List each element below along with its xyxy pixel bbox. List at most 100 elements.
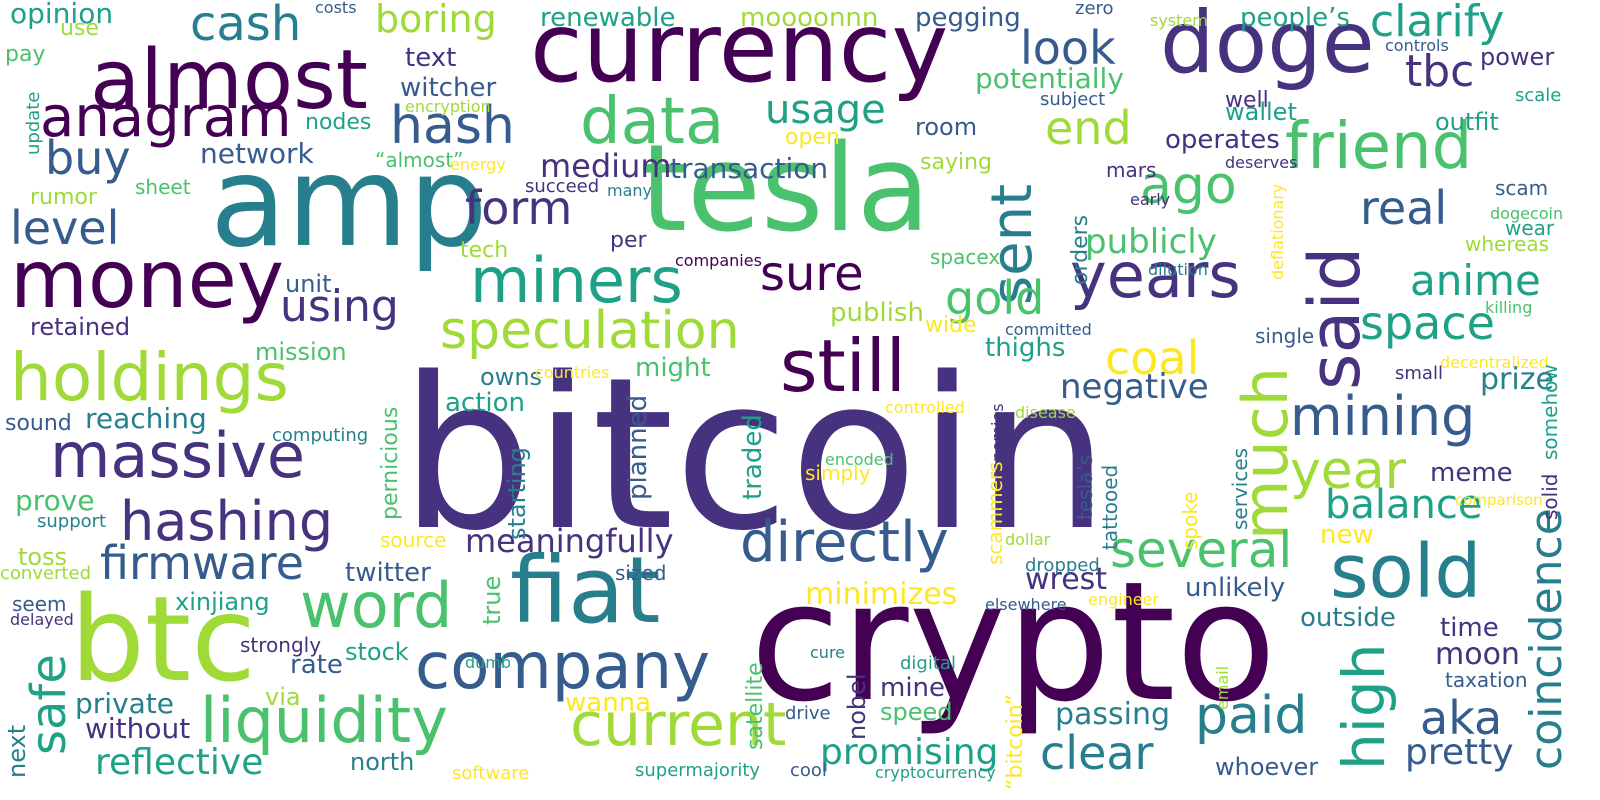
- word-room: room: [915, 113, 978, 141]
- word-wanna: wanna: [565, 688, 652, 718]
- word-speculation: speculation: [440, 301, 740, 361]
- word-ago: ago: [1140, 156, 1237, 216]
- word-next: next: [3, 724, 31, 778]
- word-system: system: [1150, 11, 1208, 30]
- word-form: form: [465, 181, 573, 235]
- word-passing: passing: [1055, 697, 1171, 732]
- word-dumb: dumb: [465, 653, 512, 672]
- word-scale: scale: [1515, 85, 1562, 106]
- word-clarify: clarify: [1370, 0, 1505, 47]
- word-unit: unit: [285, 270, 332, 298]
- word-dollar: dollar: [1005, 530, 1051, 549]
- word-prove: prove: [15, 484, 95, 517]
- word-medium: medium: [540, 147, 672, 185]
- word-doge: doge: [1160, 0, 1375, 93]
- word-encryption: encryption: [405, 97, 491, 116]
- word-countries: countries: [535, 363, 610, 382]
- word-space: space: [1360, 296, 1495, 350]
- word-outfit: outfit: [1435, 108, 1499, 136]
- word-computing: computing: [272, 425, 369, 446]
- word-action: action: [445, 388, 526, 418]
- word-wrest: wrest: [1025, 562, 1108, 597]
- word-high: high: [1330, 643, 1398, 770]
- word-power: power: [1480, 43, 1555, 71]
- word-sold: sold: [1330, 529, 1482, 615]
- word-toss: toss: [18, 543, 68, 571]
- word-scam: scam: [1495, 176, 1549, 200]
- word-energy: energy: [450, 155, 506, 174]
- word-somehow: somehow: [1538, 364, 1562, 460]
- word-peoples: people’s: [1240, 3, 1350, 33]
- word-liquidity: liquidity: [200, 684, 448, 757]
- word-moon: moon: [1435, 637, 1520, 672]
- word-prize: prize: [1480, 362, 1554, 397]
- word-strongly: strongly: [240, 633, 322, 657]
- word-tech: tech: [460, 238, 509, 263]
- word-might: might: [635, 353, 711, 383]
- word-subject: subject: [1040, 89, 1106, 110]
- word-wallet: wallet: [1225, 98, 1297, 126]
- word-tattooed: tattooed: [1098, 464, 1122, 550]
- word-money: money: [10, 233, 285, 326]
- word-boring: boring: [375, 0, 497, 41]
- word-orders: orders: [1068, 214, 1093, 285]
- word-planned: planned: [623, 394, 653, 500]
- word-deserves: deserves: [1225, 153, 1298, 172]
- word-open: open: [785, 125, 840, 150]
- word-potentially: potentially: [975, 62, 1124, 95]
- word-traded: traded: [738, 414, 768, 500]
- word-publish: publish: [830, 298, 924, 328]
- word-tesla: tesla: [640, 120, 931, 259]
- word-teslas: tesla’s: [1073, 454, 1097, 520]
- word-bitcoin: “bitcoin”: [1003, 694, 1028, 790]
- word-software: software: [452, 763, 530, 784]
- word-mining: mining: [1290, 385, 1476, 448]
- word-balance: balance: [1325, 482, 1483, 528]
- word-gold: gold: [945, 271, 1045, 325]
- word-reflective: reflective: [95, 742, 264, 783]
- word-negative: negative: [1060, 367, 1209, 407]
- word-dogecoin: dogecoin: [1490, 204, 1564, 223]
- word-nobel: nobel: [843, 673, 871, 740]
- word-dropped: dropped: [1025, 555, 1100, 576]
- word-comparison: comparison: [1455, 491, 1543, 509]
- word-saying: saying: [920, 150, 992, 175]
- word-safe: safe: [21, 654, 77, 755]
- word-crypto: crypto: [750, 546, 1277, 738]
- word-whereas: whereas: [1465, 232, 1550, 256]
- word-clear: clear: [1040, 726, 1154, 780]
- word-solid: solid: [1538, 473, 1562, 520]
- word-services: services: [1228, 447, 1252, 530]
- word-minimizes: minimizes: [805, 577, 958, 612]
- word-paid: paid: [1195, 686, 1308, 746]
- word-meaningfully: meaningfully: [465, 522, 674, 560]
- word-friend: friend: [1285, 110, 1473, 184]
- word-spoke: spoke: [1178, 491, 1202, 550]
- word-email: email: [1213, 665, 1232, 710]
- word-renewable: renewable: [540, 3, 676, 33]
- word-operates: operates: [1165, 125, 1280, 155]
- word-coal: coal: [1105, 331, 1200, 385]
- word-seem: seem: [12, 592, 67, 616]
- word-opinion: opinion: [10, 0, 114, 30]
- word-new: new: [1320, 520, 1374, 550]
- word-rumor: rumor: [30, 185, 97, 210]
- word-per: per: [610, 228, 647, 253]
- word-several: several: [1110, 521, 1293, 579]
- word-converted: converted: [0, 563, 92, 584]
- word-pernicious: pernicious: [378, 406, 403, 520]
- word-usage: usage: [765, 87, 886, 133]
- word-sound: sound: [5, 411, 72, 436]
- word-starting: starting: [503, 446, 531, 540]
- word-digital: digital: [900, 653, 956, 674]
- word-fiat: fiat: [510, 537, 661, 644]
- word-twitter: twitter: [345, 558, 431, 588]
- word-well: well: [1225, 88, 1269, 113]
- word-word: word: [300, 569, 453, 642]
- word-holdings: holdings: [10, 339, 289, 416]
- word-use: use: [60, 16, 99, 41]
- word-still: still: [780, 324, 906, 408]
- word-amp: amp: [210, 130, 488, 275]
- word-satellite: satellite: [743, 662, 768, 750]
- word-disease: disease: [1015, 403, 1076, 422]
